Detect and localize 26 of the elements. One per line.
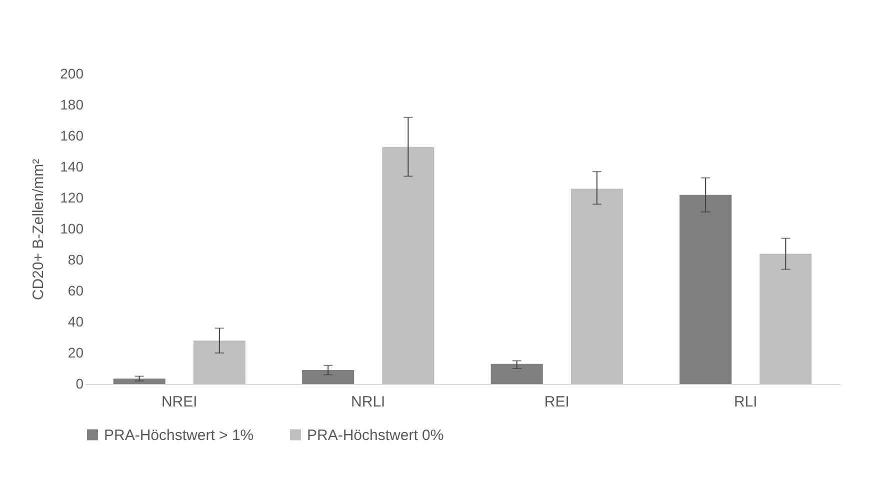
bar: [570, 188, 623, 384]
y-tick-label: 20: [68, 344, 84, 360]
bar: [302, 370, 354, 384]
y-tick-label: 40: [68, 314, 84, 330]
bar: [113, 378, 166, 384]
y-tick-label: 160: [60, 128, 84, 144]
bar: [382, 146, 434, 384]
y-tick-label: 140: [60, 158, 84, 174]
bar: [680, 194, 732, 384]
x-tick-label: REI: [544, 394, 570, 410]
legend-label: PRA-Höchstwert > 1%: [104, 426, 254, 444]
bar: [193, 340, 246, 384]
x-tick-label: RLI: [734, 394, 758, 410]
y-tick-label: 120: [60, 190, 84, 206]
y-axis-title: CD20+ B-Zellen/mm²: [30, 158, 48, 300]
y-tick-label: 200: [60, 66, 84, 82]
bar: [760, 254, 812, 384]
bar: [490, 364, 543, 384]
y-tick-label: 80: [68, 252, 84, 268]
y-tick-label: 60: [68, 282, 84, 298]
legend-label: PRA-Höchstwert 0%: [307, 426, 444, 444]
y-tick-label: 0: [76, 376, 84, 392]
y-tick-label: 180: [60, 96, 84, 112]
x-tick-label: NRLI: [351, 394, 386, 410]
y-tick-label: 100: [60, 220, 84, 236]
x-tick-label: NREI: [161, 394, 198, 410]
